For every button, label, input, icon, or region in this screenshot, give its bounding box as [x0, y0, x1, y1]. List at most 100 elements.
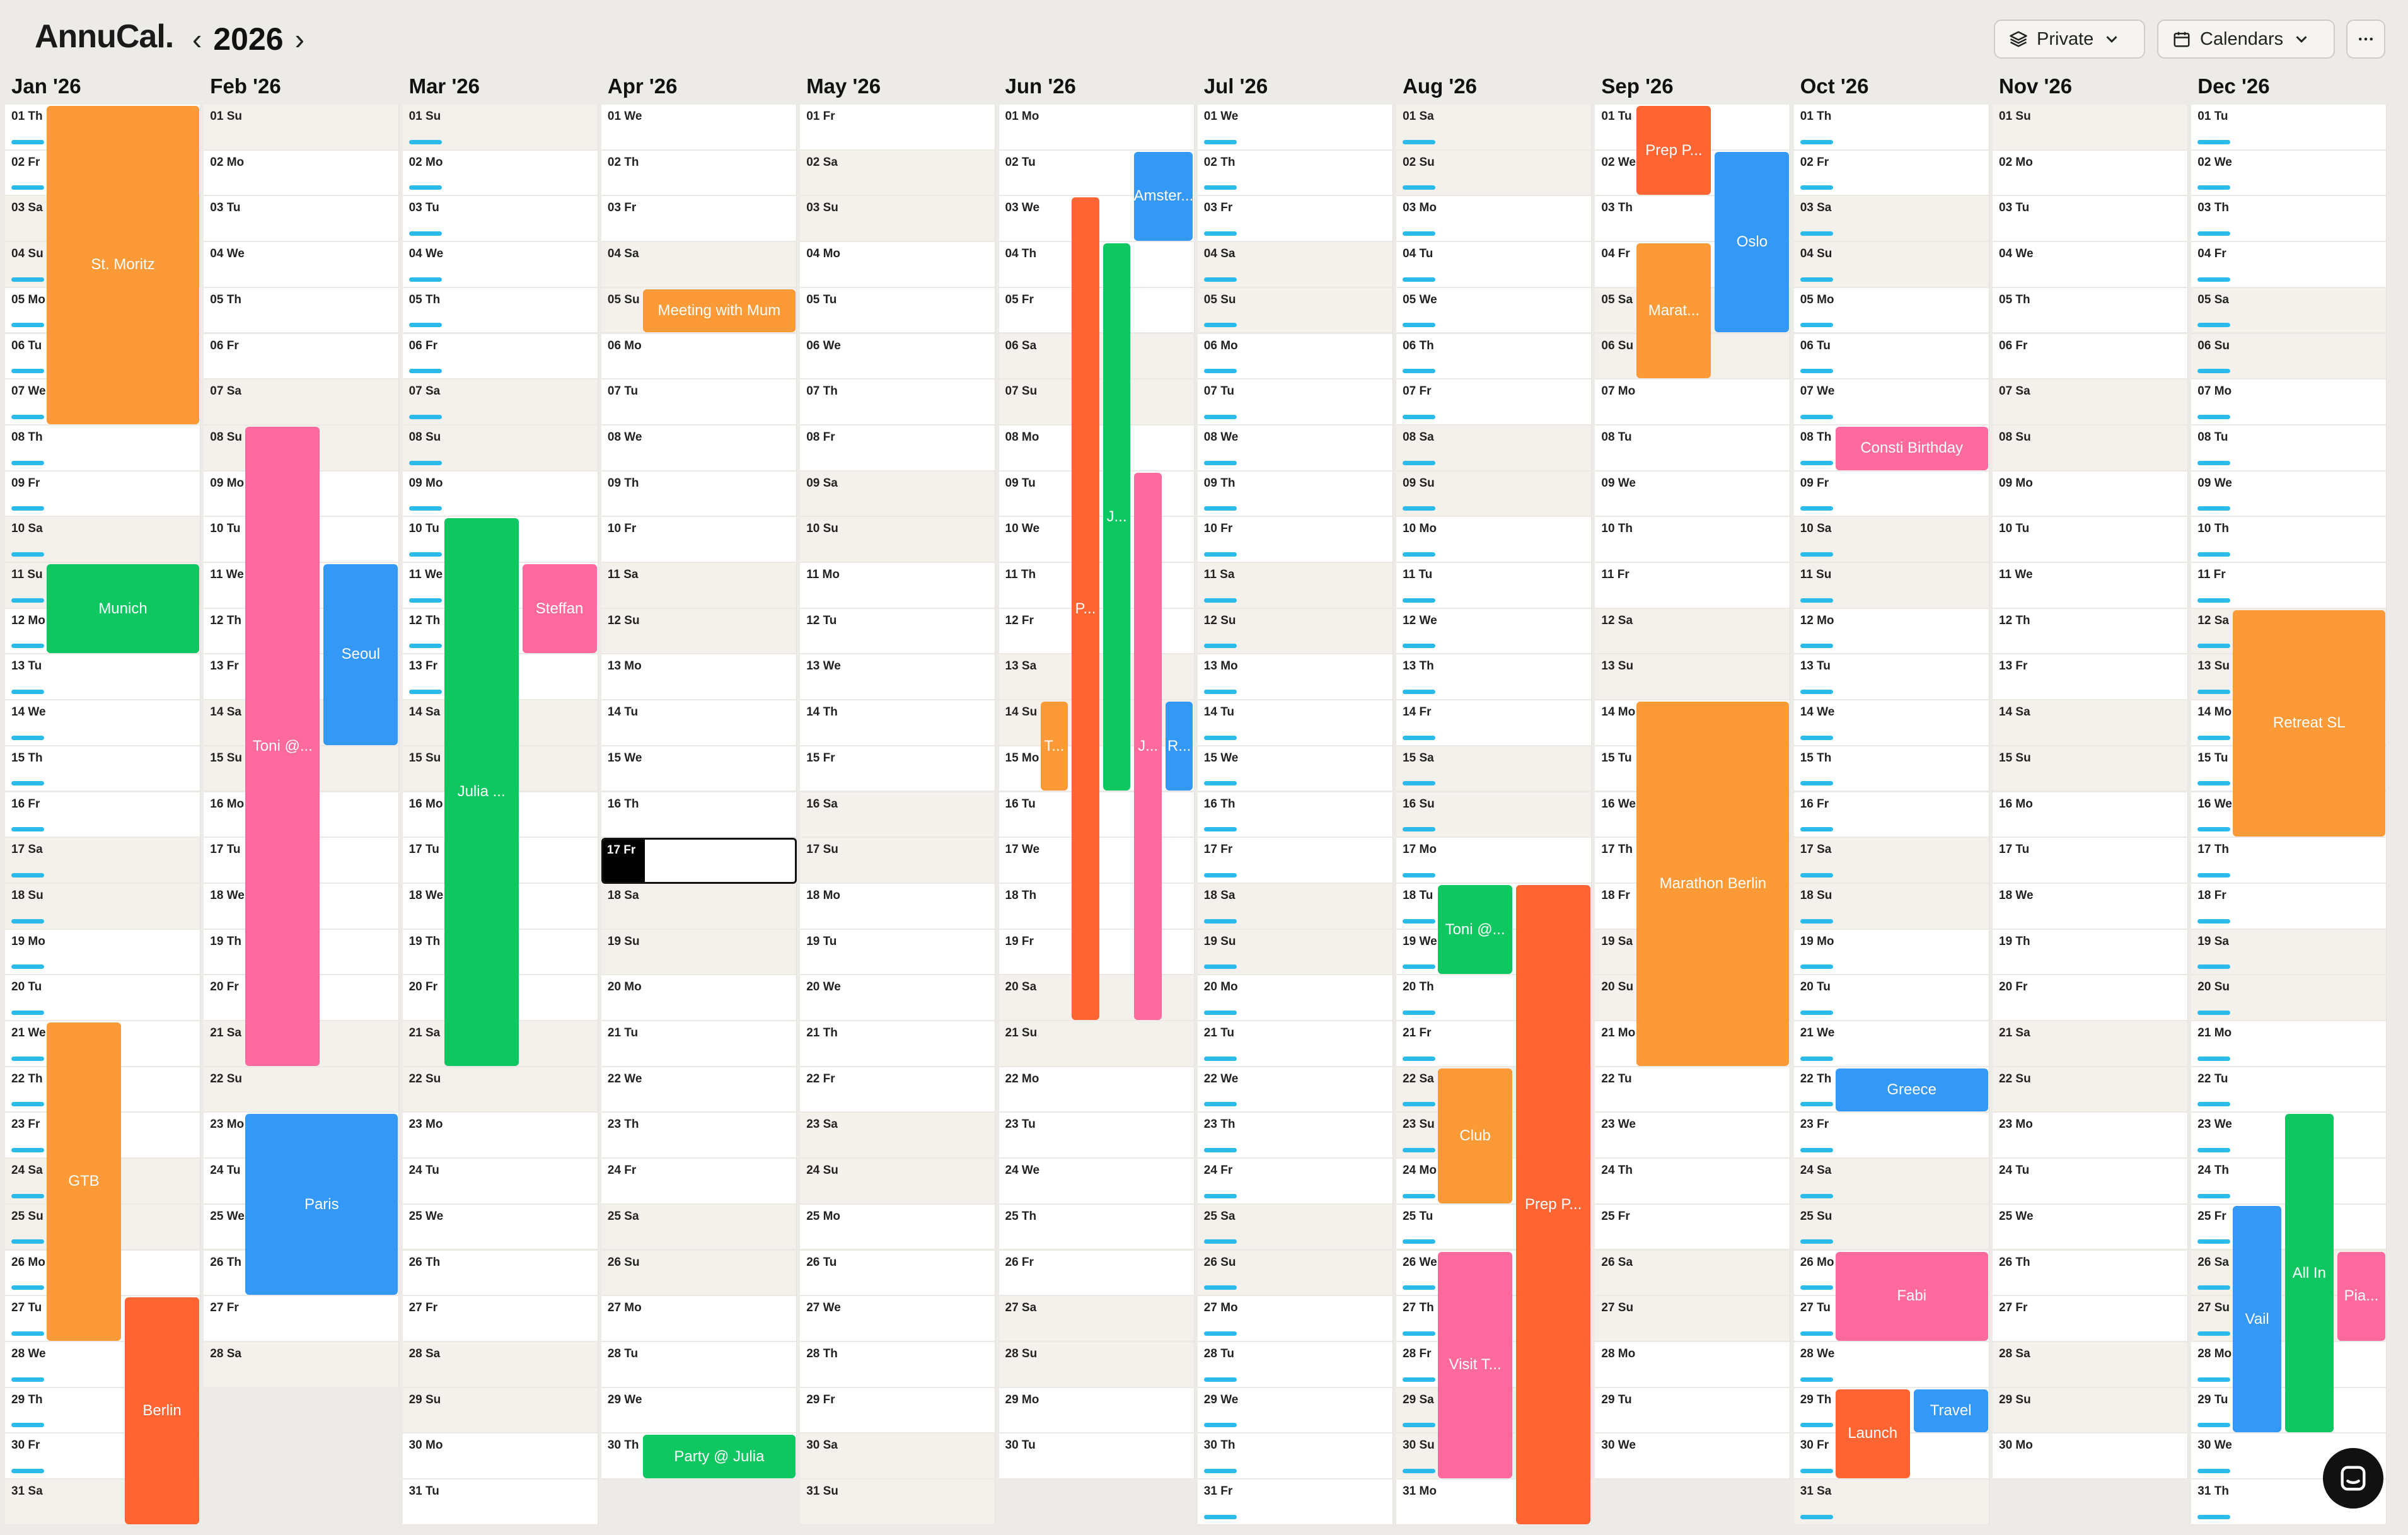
day-cell[interactable]: 08 Su — [1993, 425, 2188, 472]
day-cell[interactable]: 26 Sa — [1595, 1250, 1791, 1297]
day-cell[interactable]: 19 Mo — [1793, 929, 1989, 976]
day-cell[interactable]: 28 Tu — [601, 1341, 797, 1388]
calendars-button[interactable]: Calendars — [2157, 20, 2335, 59]
event-block[interactable]: J... — [1103, 243, 1131, 791]
day-cell[interactable]: 07 Th — [800, 379, 996, 426]
day-cell[interactable]: 16 Su — [1396, 792, 1592, 838]
day-cell[interactable]: 01 Su — [402, 105, 598, 151]
day-cell[interactable]: 03 Tu — [1993, 196, 2188, 243]
day-cell[interactable]: 01 We — [601, 105, 797, 151]
day-cell[interactable]: 28 Th — [800, 1341, 996, 1388]
day-cell[interactable]: 20 Mo — [601, 975, 797, 1021]
day-cell[interactable]: 21 Mo — [2191, 1021, 2387, 1067]
day-cell[interactable]: 13 Fr — [1993, 654, 2188, 701]
event-block[interactable]: GTB — [47, 1022, 121, 1341]
day-cell[interactable]: 08 Sa — [1396, 425, 1592, 472]
event-block[interactable]: Marathon Berlin — [1636, 702, 1790, 1066]
day-cell[interactable]: 08 Su — [402, 425, 598, 472]
day-cell[interactable]: 28 Mo — [1595, 1341, 1791, 1388]
day-cell[interactable]: 06 Fr — [1993, 333, 2188, 380]
day-cell[interactable]: 11 Mo — [800, 563, 996, 609]
day-cell[interactable]: 10 Th — [2191, 517, 2387, 563]
day-cell[interactable]: 12 Mo — [1793, 608, 1989, 655]
day-cell[interactable]: 22 We — [601, 1067, 797, 1113]
event-block[interactable]: Berlin — [125, 1297, 199, 1524]
day-cell[interactable]: 26 Su — [1197, 1250, 1393, 1297]
day-cell[interactable]: 25 Fr — [1595, 1204, 1791, 1251]
day-cell[interactable]: 06 Su — [2191, 333, 2387, 380]
day-cell[interactable]: 08 Th — [5, 425, 200, 472]
day-cell[interactable]: 10 Th — [1595, 517, 1791, 563]
month-header[interactable]: Aug '26 — [1403, 74, 1477, 98]
next-year-icon[interactable]: › — [294, 23, 304, 55]
day-cell[interactable]: 02 Mo — [1993, 150, 2188, 197]
event-block[interactable]: Munich — [47, 564, 199, 654]
day-cell[interactable]: 20 Su — [2191, 975, 2387, 1021]
day-cell[interactable]: 01 Mo — [999, 105, 1195, 151]
month-header[interactable]: Oct '26 — [1800, 74, 1869, 98]
day-cell[interactable]: 22 Su — [204, 1067, 400, 1113]
day-cell[interactable]: 16 Mo — [1993, 792, 2188, 838]
day-cell[interactable]: 06 Mo — [1197, 333, 1393, 380]
day-cell[interactable]: 22 Su — [402, 1067, 598, 1113]
day-cell[interactable]: 11 Tu — [1396, 563, 1592, 609]
day-cell[interactable]: 18 Mo — [800, 883, 996, 930]
day-cell[interactable]: 04 Tu — [1396, 242, 1592, 288]
day-cell[interactable]: 20 Mo — [1197, 975, 1393, 1021]
day-cell[interactable]: 25 We — [1993, 1204, 2188, 1251]
day-cell[interactable]: 24 Su — [800, 1159, 996, 1205]
day-cell[interactable]: 14 Tu — [601, 700, 797, 746]
day-cell[interactable]: 22 Mo — [999, 1067, 1195, 1113]
day-cell[interactable]: 01 We — [1197, 105, 1393, 151]
day-cell[interactable]: 26 Th — [1993, 1250, 2188, 1297]
day-cell[interactable]: 21 Tu — [601, 1021, 797, 1067]
day-cell[interactable]: 27 Fr — [1993, 1296, 2188, 1342]
day-cell[interactable]: 24 We — [999, 1159, 1195, 1205]
month-header[interactable]: Jan '26 — [11, 74, 81, 98]
day-cell[interactable]: 10 Fr — [1197, 517, 1393, 563]
day-cell[interactable]: 05 Mo — [1793, 287, 1989, 334]
day-cell[interactable]: 22 Fr — [800, 1067, 996, 1113]
day-cell[interactable]: 03 Mo — [1396, 196, 1592, 243]
day-cell[interactable]: 23 Fr — [1793, 1113, 1989, 1159]
day-cell[interactable]: 27 Mo — [601, 1296, 797, 1342]
day-cell[interactable]: 30 Mo — [402, 1434, 598, 1480]
day-cell[interactable]: 20 We — [800, 975, 996, 1021]
day-cell[interactable]: 07 Sa — [402, 379, 598, 426]
day-cell[interactable]: 01 Tu — [2191, 105, 2387, 151]
day-cell[interactable]: 09 Mo — [1993, 471, 2188, 518]
day-cell[interactable]: 10 Sa — [5, 517, 200, 563]
day-cell[interactable]: 05 Su — [1197, 287, 1393, 334]
day-cell[interactable]: 07 Tu — [1197, 379, 1393, 426]
day-cell[interactable]: 02 We — [2191, 150, 2387, 197]
day-cell[interactable]: 04 Fr — [2191, 242, 2387, 288]
day-cell[interactable]: 13 Mo — [1197, 654, 1393, 701]
day-cell[interactable]: 08 We — [1197, 425, 1393, 472]
day-cell[interactable]: 30 Sa — [800, 1434, 996, 1480]
event-block[interactable]: Prep P... — [1516, 884, 1591, 1524]
day-cell[interactable]: 14 Fr — [1396, 700, 1592, 746]
day-cell[interactable]: 15 We — [1197, 746, 1393, 792]
day-cell[interactable]: 13 Tu — [5, 654, 200, 701]
day-cell[interactable]: 09 We — [1595, 471, 1791, 518]
day-cell[interactable]: 25 Su — [1793, 1204, 1989, 1251]
day-cell[interactable]: 14 Th — [800, 700, 996, 746]
day-cell[interactable]: 19 Tu — [800, 929, 996, 976]
day-cell[interactable]: 04 We — [1993, 242, 2188, 288]
day-cell[interactable]: 01 Sa — [1396, 105, 1592, 151]
day-cell[interactable]: 28 Sa — [1993, 1341, 2188, 1388]
day-cell[interactable]: 19 Su — [601, 929, 797, 976]
day-cell[interactable]: 28 Sa — [204, 1341, 400, 1388]
day-cell[interactable]: 11 Fr — [1595, 563, 1791, 609]
day-cell[interactable]: 21 Th — [800, 1021, 996, 1067]
day-cell[interactable]: 09 Sa — [800, 471, 996, 518]
private-button[interactable]: Private — [1994, 20, 2145, 59]
day-cell[interactable]: 24 Th — [1595, 1159, 1791, 1205]
day-cell[interactable]: 04 Sa — [601, 242, 797, 288]
day-cell[interactable]: 06 We — [800, 333, 996, 380]
event-block[interactable]: Oslo — [1715, 151, 1790, 333]
day-cell[interactable]: 02 Sa — [800, 150, 996, 197]
day-cell[interactable]: 10 Fr — [601, 517, 797, 563]
day-cell[interactable]: 16 Th — [601, 792, 797, 838]
day-cell[interactable]: 15 We — [601, 746, 797, 792]
